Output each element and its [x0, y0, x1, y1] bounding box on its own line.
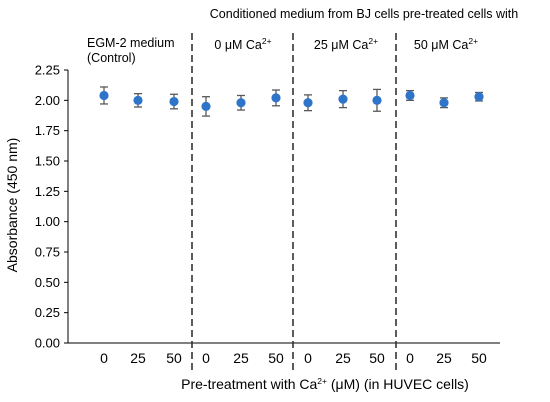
x-category-label: 0 [406, 350, 414, 366]
y-tick-label: 1.75 [35, 123, 60, 138]
x-category-label: 50 [268, 350, 284, 366]
x-axis-title: Pre-treatment with Ca2+ (μM) (in HUVEC c… [181, 376, 469, 392]
x-category-label: 0 [100, 350, 108, 366]
x-category-label: 25 [335, 350, 351, 366]
data-point [338, 94, 348, 104]
x-category-label: 0 [304, 350, 312, 366]
data-point [271, 93, 281, 103]
group-separators [191, 33, 397, 370]
group-label: 50 μM Ca2+ [414, 36, 478, 52]
x-category-label: 25 [436, 350, 452, 366]
data-points [99, 86, 484, 117]
group-label-control: (Control) [87, 51, 136, 65]
x-category-label: 50 [471, 350, 487, 366]
y-tick-label: 0.50 [35, 275, 60, 290]
data-point [99, 90, 109, 101]
data-point [236, 98, 246, 108]
chart-title: Conditioned medium from BJ cells pre-tre… [210, 7, 519, 21]
x-category-label: 50 [166, 350, 182, 366]
y-tick-label: 1.00 [35, 214, 60, 229]
x-category-label: 50 [369, 350, 385, 366]
data-point [474, 92, 484, 102]
group-labels: EGM-2 medium(Control) 0 μM Ca2+ 25 μM Ca2+… [87, 36, 478, 65]
y-tick-label: 0.75 [35, 245, 60, 260]
x-category-label: 25 [233, 350, 249, 366]
y-tick-label: 2.25 [35, 63, 60, 78]
y-tick-label: 1.25 [35, 184, 60, 199]
group-label-control: EGM-2 medium [87, 36, 175, 50]
x-axis: 0 25 50 0 25 50 0 25 50 0 25 50 [68, 342, 500, 366]
x-category-label: 25 [130, 350, 146, 366]
data-point [169, 96, 179, 107]
y-tick-label: 2.00 [35, 93, 60, 108]
data-point [405, 90, 415, 101]
data-point [201, 101, 211, 111]
data-point [372, 95, 382, 105]
data-point [439, 98, 449, 108]
data-point [133, 95, 143, 105]
y-tick-label: 0.25 [35, 305, 60, 320]
y-tick-label: 1.50 [35, 154, 60, 169]
y-axis: 0.00 0.25 0.50 0.75 1.00 1.25 1.50 1.75 2.00 2.25 [35, 63, 69, 351]
y-axis-title: Absorbance (450 nm) [4, 138, 20, 273]
y-tick-label: 0.00 [35, 336, 60, 351]
data-point [303, 98, 313, 108]
group-label: 25 μM Ca2+ [314, 36, 378, 52]
x-category-label: 0 [202, 350, 210, 366]
group-label: 0 μM Ca2+ [214, 36, 271, 52]
